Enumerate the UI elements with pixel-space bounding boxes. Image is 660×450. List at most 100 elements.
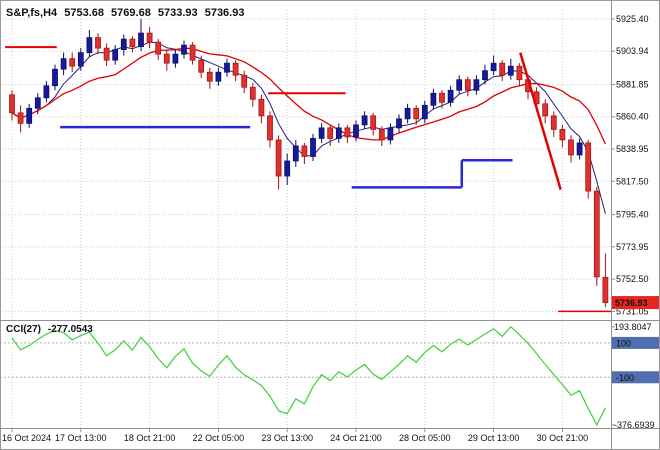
candle-body [568, 139, 574, 156]
candle-body [361, 115, 368, 126]
candle-body [370, 115, 377, 130]
candle-body [249, 86, 256, 100]
indicator-level-box-bg [612, 371, 659, 384]
candle-body [232, 62, 239, 76]
candle-body [344, 127, 351, 138]
candle-body [378, 129, 385, 141]
ma-slow-line [11, 47, 606, 145]
candle-body [17, 112, 24, 124]
candle-body [585, 142, 592, 192]
indicator-axis-label: -376.6939 [614, 420, 655, 430]
time-axis-label: 28 Oct 05:00 [399, 433, 451, 443]
time-axis-label: 24 Oct 21:00 [330, 433, 382, 443]
candle-body [456, 79, 463, 91]
candle-body [198, 59, 205, 73]
candle-body [172, 53, 179, 64]
candle-body [215, 71, 222, 82]
candle-body [241, 74, 248, 88]
candle-body [129, 38, 136, 47]
candle-body [155, 41, 162, 55]
candle-body [464, 79, 471, 91]
candle-body [77, 52, 84, 67]
indicator-axis-label: 193.8047 [614, 322, 652, 332]
indicator-level-box: -100 [612, 371, 659, 384]
candle-body [396, 118, 402, 129]
candle-body [60, 58, 67, 70]
candle-body [499, 62, 506, 76]
candle-body [146, 32, 153, 43]
candle-body [413, 107, 420, 120]
candle-body [318, 127, 325, 139]
candle-body [267, 115, 273, 141]
time-axis-label: 17 Oct 13:00 [55, 433, 107, 443]
price-axis-label: 5903.94 [616, 46, 649, 56]
candle-body [439, 92, 445, 103]
price-axis-label: 5773.95 [616, 242, 649, 252]
indicator-level-box-text: 100 [616, 338, 631, 348]
price-axis-label: 5795.40 [616, 210, 649, 220]
candle-body [516, 65, 523, 81]
candle-body [542, 103, 549, 117]
candle-body [69, 58, 76, 67]
candle-body [602, 276, 609, 303]
candle-body [112, 49, 119, 61]
candle-body [86, 37, 93, 54]
candle-body [387, 127, 394, 141]
candle-body [52, 68, 58, 87]
price-axis-label: 5925.40 [616, 14, 649, 24]
candle-body [576, 142, 583, 156]
candle-body [335, 127, 342, 139]
ma-fast-line [11, 41, 606, 214]
candle-body [43, 85, 50, 99]
candle-body [447, 89, 454, 103]
candle-body [430, 92, 437, 106]
time-axis-label: 23 Oct 13:00 [261, 433, 313, 443]
candle-body [181, 44, 187, 55]
candle-body [9, 94, 15, 114]
candle-body [550, 115, 557, 130]
candle-body [189, 44, 196, 61]
price-axis-label: 5817.50 [616, 176, 649, 186]
indicator-level-box-bg [612, 336, 659, 349]
candle-body [224, 62, 230, 73]
cci-line [11, 325, 606, 427]
current-price-tag: 5736.93 [612, 296, 659, 310]
candle-body [292, 145, 299, 162]
candle-body [26, 107, 33, 124]
current-price-tag-text: 5736.93 [615, 298, 648, 308]
candle-body [507, 65, 514, 76]
candle-body [473, 79, 480, 91]
indicator-level-box-text: -100 [616, 373, 634, 383]
time-axis-label: 16 Oct 2024 [2, 433, 51, 443]
time-axis-label: 30 Oct 21:00 [537, 433, 589, 443]
candle-body [327, 127, 334, 139]
price-axis-label: 5752.50 [616, 274, 649, 284]
candle-body [559, 129, 566, 141]
candle-body [163, 53, 170, 64]
candle-body [120, 38, 127, 50]
candle-body [206, 71, 213, 82]
indicator-level-box: 100 [612, 336, 659, 349]
candle-body [593, 190, 600, 278]
time-axis-label: 29 Oct 13:00 [468, 433, 520, 443]
candle-body [482, 70, 488, 81]
candle-body [34, 97, 41, 109]
candle-body [95, 37, 101, 49]
price-axis-label: 5731.05 [616, 306, 649, 316]
candle-body [353, 124, 359, 138]
candle-body [284, 160, 291, 177]
time-axis-label: 18 Oct 21:00 [124, 433, 176, 443]
candle-body [310, 138, 316, 157]
candle-body [138, 32, 144, 47]
plot-area[interactable] [0, 10, 618, 428]
object-line[interactable] [519, 52, 562, 190]
candle-body [490, 62, 497, 72]
candle-body [258, 98, 265, 117]
current-price-tag-bg [612, 296, 659, 310]
price-axis-label: 5881.85 [616, 79, 649, 89]
price-axis-label: 5860.40 [616, 112, 649, 122]
price-axis-label: 5838.95 [616, 144, 649, 154]
candle-body [404, 107, 411, 120]
